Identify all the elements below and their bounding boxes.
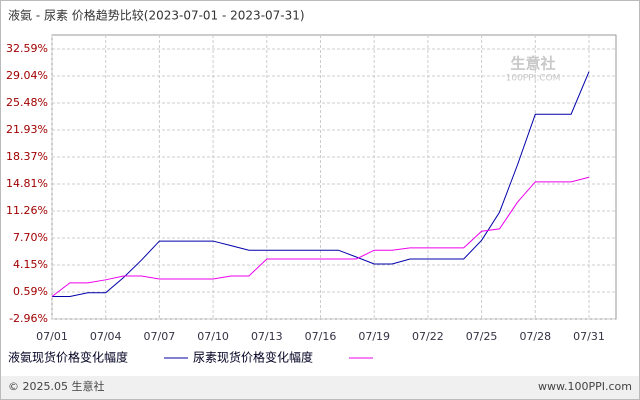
footer-right: www.100PPI.com xyxy=(538,380,632,393)
y-tick-label: 11.26% xyxy=(6,204,48,217)
footer-left: © 2025.05 生意社 xyxy=(8,379,104,393)
x-tick-label: 07/19 xyxy=(358,330,390,343)
footer-band xyxy=(1,376,639,399)
x-tick-label: 07/16 xyxy=(305,330,337,343)
y-tick-label: 29.04% xyxy=(6,69,48,82)
y-tick-label: 25.48% xyxy=(6,96,48,109)
x-tick-label: 07/22 xyxy=(412,330,444,343)
legend-label: 尿素现货价格变化幅度 xyxy=(193,350,313,365)
x-tick-label: 07/07 xyxy=(144,330,176,343)
line xyxy=(51,176,590,297)
x-tick-label: 07/01 xyxy=(36,330,68,343)
y-tick-label: -2.96% xyxy=(9,312,48,325)
x-tick-label: 07/25 xyxy=(466,330,498,343)
y-tick-label: 14.81% xyxy=(6,177,48,190)
y-tick-label: 18.37% xyxy=(6,150,48,163)
x-tick-label: 07/31 xyxy=(573,330,605,343)
x-tick-label: 07/28 xyxy=(519,330,551,343)
x-tick-label: 07/10 xyxy=(197,330,229,343)
line xyxy=(52,71,590,298)
y-tick-label: 4.15% xyxy=(13,258,48,271)
legend-label: 液氨现货价格变化幅度 xyxy=(8,350,128,365)
watermark: 100PPI.COM xyxy=(506,74,561,84)
watermark: 生意社 xyxy=(510,55,555,73)
y-tick-label: 7.70% xyxy=(13,231,48,244)
y-tick-label: 0.59% xyxy=(13,285,48,298)
x-tick-label: 07/04 xyxy=(90,330,122,343)
chart-title: 液氨 - 尿素 价格趋势比较(2023-07-01 - 2023-07-31) xyxy=(8,8,305,23)
y-tick-label: 21.93% xyxy=(6,123,48,136)
y-tick-label: 32.59% xyxy=(6,42,48,55)
x-tick-label: 07/13 xyxy=(251,330,283,343)
